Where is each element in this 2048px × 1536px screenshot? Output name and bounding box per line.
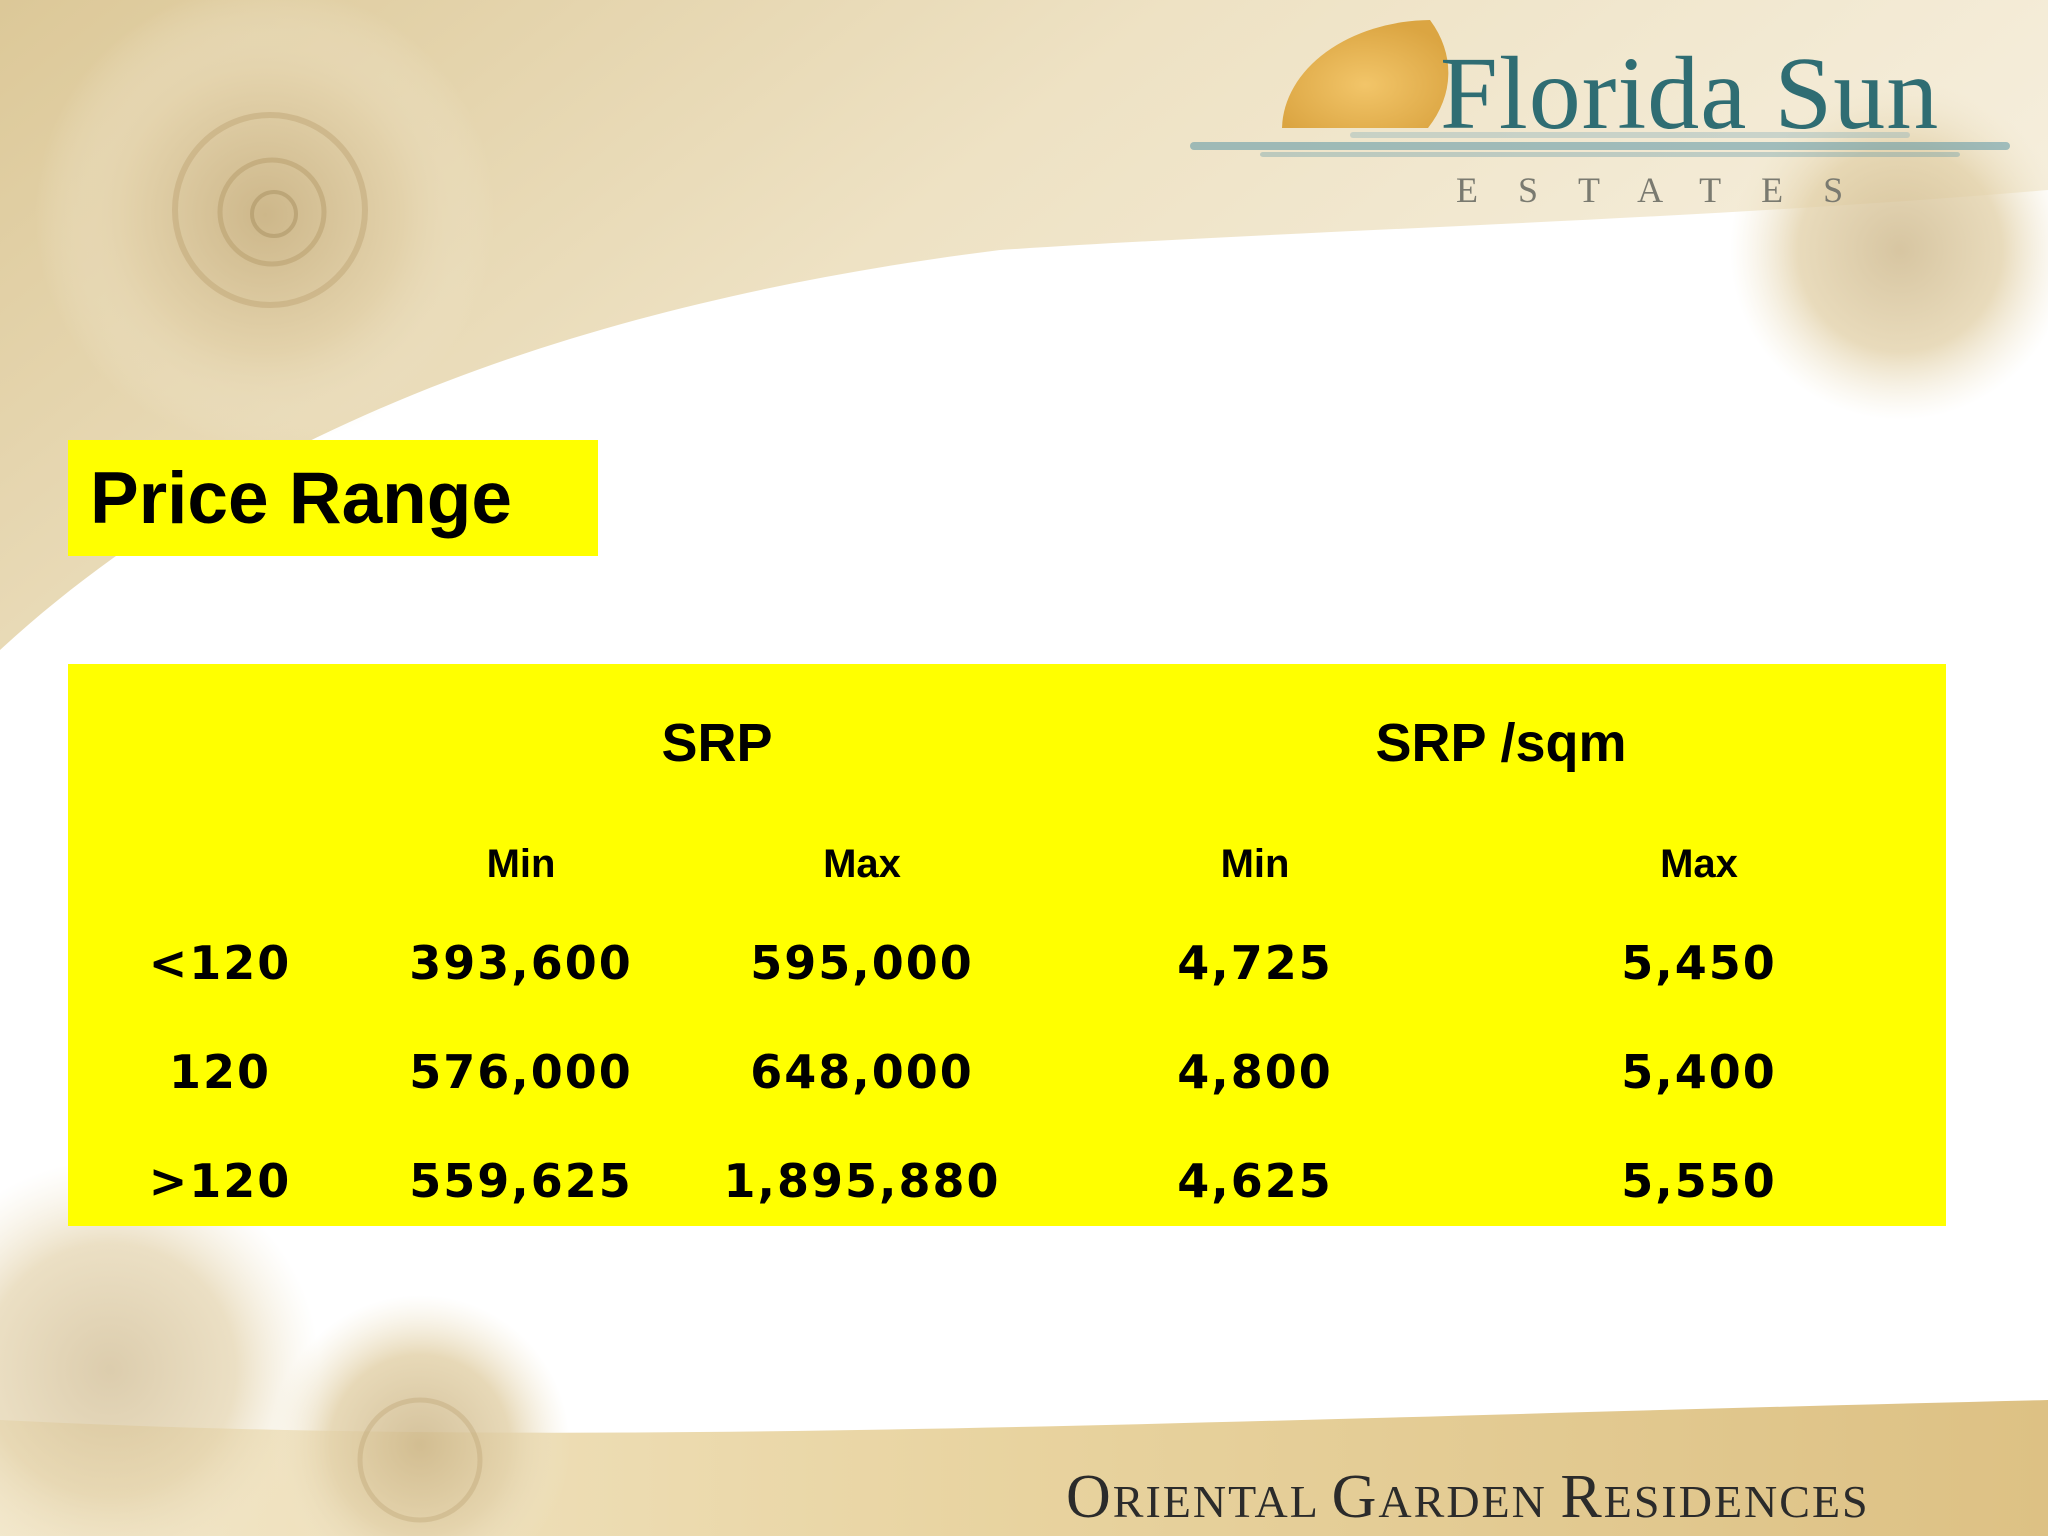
row-label: <120 <box>148 936 292 990</box>
footer-project-name: ORIENTAL GARDEN RESIDENCES <box>1066 1466 1870 1528</box>
title-box: Price Range <box>68 440 598 556</box>
footer-word-rest: ESIDENCES <box>1603 1476 1870 1527</box>
brand-logo-name: Florida Sun <box>1440 36 1940 151</box>
page-title: Price Range <box>90 458 512 539</box>
table-cell: 5,400 <box>1621 1045 1777 1099</box>
row-label: >120 <box>148 1154 292 1208</box>
table-cell: 4,725 <box>1177 936 1333 990</box>
table-cell: 5,450 <box>1621 936 1777 990</box>
table-cell: 4,625 <box>1177 1154 1333 1208</box>
footer-word-rest: ARDEN <box>1378 1476 1547 1527</box>
footer-word-rest: RIENTAL <box>1112 1476 1319 1527</box>
table-cell: 595,000 <box>750 936 974 990</box>
group-header-srp-sqm: SRP /sqm <box>1375 713 1627 773</box>
table-cell: 1,895,880 <box>723 1154 1001 1208</box>
table-cell: 393,600 <box>409 936 633 990</box>
price-table: SRP SRP /sqm Min Max Min Max <120 393,60… <box>68 664 1946 1226</box>
row-label: 120 <box>168 1045 272 1099</box>
footer-initial: O <box>1066 1463 1113 1531</box>
group-header-srp: SRP <box>661 713 773 773</box>
table-cell: 559,625 <box>409 1154 633 1208</box>
table-cell: 648,000 <box>750 1045 974 1099</box>
footer-initial: G <box>1331 1463 1379 1531</box>
table-cell: 4,800 <box>1177 1045 1333 1099</box>
subheader-srp-max: Max <box>823 842 901 886</box>
table-cell: 576,000 <box>409 1045 633 1099</box>
footer-initial: R <box>1560 1463 1604 1531</box>
table-cell: 5,550 <box>1621 1154 1777 1208</box>
brand-logo-tagline: ESTATES <box>1456 170 1884 210</box>
subheader-srp-min: Min <box>486 842 556 886</box>
subheader-sqm-min: Min <box>1220 842 1290 886</box>
subheader-sqm-max: Max <box>1660 842 1738 886</box>
